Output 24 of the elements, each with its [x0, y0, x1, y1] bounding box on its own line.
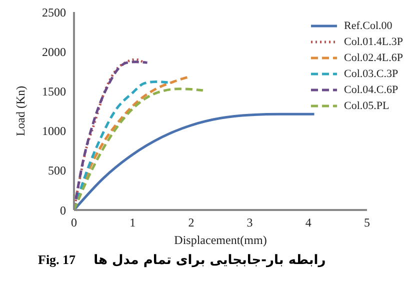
y-tick-label: 2500: [42, 5, 66, 20]
line-series: [74, 112, 316, 210]
legend-label: Col.01.4L.3P: [344, 35, 403, 50]
y-axis-title: Load (Kn): [13, 86, 28, 136]
x-axis-title: Displacement(mm): [174, 233, 267, 247]
x-tick-label: 4: [305, 216, 312, 230]
x-tick-label: 1: [130, 216, 136, 230]
line-series: [74, 88, 204, 210]
text: رابطه بار-جابجایی برای تمام مدل ها: [94, 252, 326, 268]
y-tick-label: 500: [48, 164, 66, 178]
x-tick-label: 2: [188, 216, 194, 230]
legend-label: Col.05.PL: [344, 99, 390, 114]
caption: Fig. 17: [38, 252, 76, 268]
y-tick-label: 1000: [42, 124, 66, 138]
legend-label: Ref.Col.00: [344, 19, 392, 34]
legend-label: Col.04.C.6P: [344, 83, 398, 98]
x-tick-label: 0: [71, 216, 77, 230]
x-tick-label: 3: [246, 216, 253, 230]
legend-label: Col.03.C.3P: [344, 67, 398, 82]
x-tick-label: 5: [364, 216, 370, 230]
y-tick-label: 0: [60, 203, 66, 218]
y-tick-label: 1500: [42, 84, 66, 98]
y-tick-label: 2000: [42, 44, 66, 59]
legend-label: Col.02.4L.6P: [344, 51, 403, 66]
